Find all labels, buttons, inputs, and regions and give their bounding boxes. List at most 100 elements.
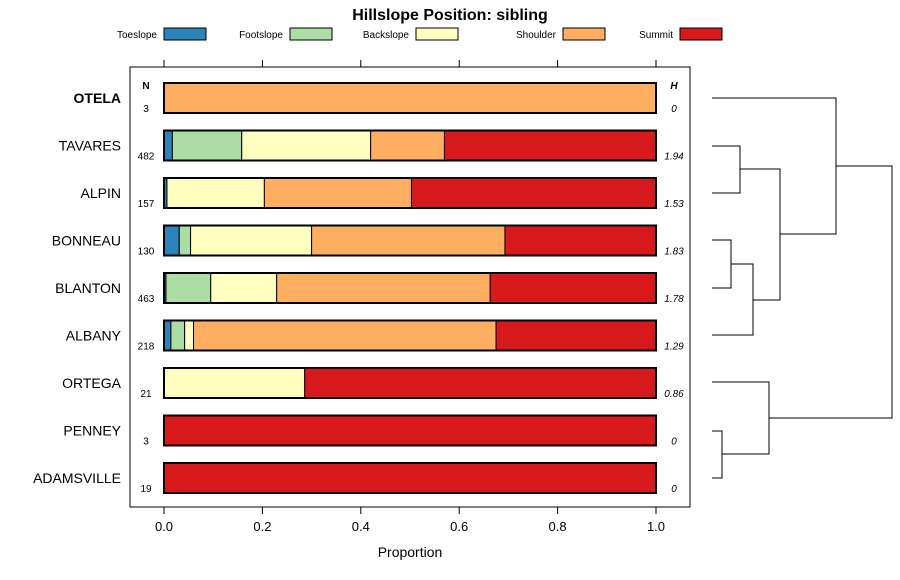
legend-swatch [415, 27, 459, 41]
row-n: 19 [140, 484, 152, 495]
legend-swatch [289, 27, 333, 41]
bar-row: TAVARES 482 1.94 [59, 129, 684, 163]
row-label: BONNEAU [52, 233, 121, 249]
bar-segment-toeslope [163, 130, 173, 161]
dendrogram-branch [712, 381, 770, 455]
bar-rows: OTELA 3 0 TAVARES 482 1.94 ALPIN 157 1.53 BONNEAU… [33, 82, 684, 495]
bar-outline [163, 82, 657, 114]
row-n: 482 [138, 152, 155, 163]
dendrogram-branch [740, 168, 781, 301]
dendrogram-branch [712, 239, 732, 289]
bar-outline [163, 224, 657, 257]
row-h: 1.78 [664, 294, 684, 305]
plot-frame [129, 66, 691, 508]
dendrogram-branch [712, 97, 837, 235]
bar-segment-backslope [190, 225, 313, 256]
legend: Toeslope Footslope Backslope Shoulder Summit [117, 27, 723, 41]
bar-outline [163, 367, 657, 399]
bar-segment-summit [504, 225, 657, 256]
bar-segment-backslope [166, 177, 265, 209]
row-label: ORTEGA [62, 375, 122, 391]
row-h: 1.29 [664, 342, 684, 353]
bar-segment-shoulder [193, 320, 497, 351]
bar-row: ALBANY 218 1.29 [66, 319, 684, 353]
bar-segment-summit [410, 177, 657, 209]
legend-label: Shoulder [516, 30, 557, 41]
row-label: ADAMSVILLE [33, 470, 121, 486]
row-label: ALPIN [81, 185, 121, 201]
bar-segment-summit [489, 272, 657, 304]
bar-segment-summit [443, 130, 657, 161]
bar-row: BONNEAU 130 1.83 [52, 224, 684, 258]
bar-outline [163, 129, 657, 162]
x-tick-label: 0.2 [253, 519, 271, 534]
legend-label: Footslope [239, 30, 283, 41]
dendrogram-branch [769, 165, 893, 419]
row-label: OTELA [74, 90, 121, 106]
bar-outline [163, 414, 657, 447]
bar-row: ORTEGA 21 0.86 [62, 367, 684, 400]
bar-segment-footslope [171, 130, 243, 161]
bar-segment-shoulder [311, 225, 506, 256]
x-axis: 0.0 0.2 0.4 0.6 0.8 1.0 [155, 507, 665, 534]
bar-segment-backslope [163, 367, 306, 399]
row-n: 218 [138, 342, 155, 353]
bar-outline [163, 272, 657, 304]
legend-label: Toeslope [117, 30, 157, 41]
bar-segment-shoulder [263, 177, 412, 209]
bar-row: ALPIN 157 1.53 [81, 177, 684, 210]
bar-segment-footslope [170, 320, 186, 351]
row-n: 130 [138, 247, 155, 258]
x-tick-label: 1.0 [647, 519, 665, 534]
row-label: ALBANY [66, 328, 122, 344]
bar-segment-shoulder [370, 130, 445, 161]
bar-segment-shoulder [163, 82, 657, 114]
chart-title: Hillslope Position: sibling [352, 7, 548, 24]
row-h: 1.83 [664, 247, 684, 258]
row-n: 3 [143, 104, 149, 115]
h-header: H [670, 81, 678, 92]
bar-segment-toeslope [163, 225, 180, 256]
legend-label: Summit [639, 30, 673, 41]
row-h: 0 [671, 104, 677, 115]
bar-row: PENNEY 3 0 [63, 414, 677, 448]
dendrogram-branch [712, 430, 723, 479]
row-h: 0.86 [664, 389, 684, 400]
x-axis-label: Proportion [378, 544, 443, 560]
legend-swatch [163, 27, 207, 41]
bar-outline [163, 177, 657, 209]
row-label: TAVARES [59, 138, 121, 154]
bar-segment-footslope [165, 272, 212, 304]
row-n: 463 [138, 294, 155, 305]
bar-segment-summit [163, 415, 657, 446]
row-n: 3 [143, 437, 149, 448]
row-label: BLANTON [55, 280, 121, 296]
bar-outline [163, 319, 657, 352]
dendrogram [712, 97, 893, 479]
dendrogram-branch [712, 145, 741, 194]
x-tick-label: 0.8 [549, 519, 567, 534]
bar-segment-summit [495, 320, 657, 351]
x-tick-label: 0.4 [352, 519, 370, 534]
n-header: N [142, 81, 149, 92]
bar-segment-footslope [178, 225, 192, 256]
legend-swatch [679, 27, 723, 41]
dendrogram-branch [712, 263, 754, 336]
bar-row: ADAMSVILLE 19 0 [33, 462, 677, 495]
bar-segment-toeslope [163, 320, 172, 351]
row-n: 21 [140, 389, 152, 400]
row-label: PENNEY [63, 423, 121, 439]
row-h: 0 [671, 437, 677, 448]
bar-outline [163, 462, 657, 494]
top-ticks [163, 60, 657, 67]
bar-segment-shoulder [276, 272, 491, 304]
row-n: 157 [138, 199, 155, 210]
legend-swatch [562, 27, 606, 41]
bar-segment-backslope [241, 130, 372, 161]
row-h: 1.94 [664, 152, 684, 163]
row-h: 1.53 [664, 199, 684, 210]
x-tick-label: 0.6 [450, 519, 468, 534]
bar-segment-backslope [210, 272, 278, 304]
bar-row: OTELA 3 0 [74, 82, 677, 115]
